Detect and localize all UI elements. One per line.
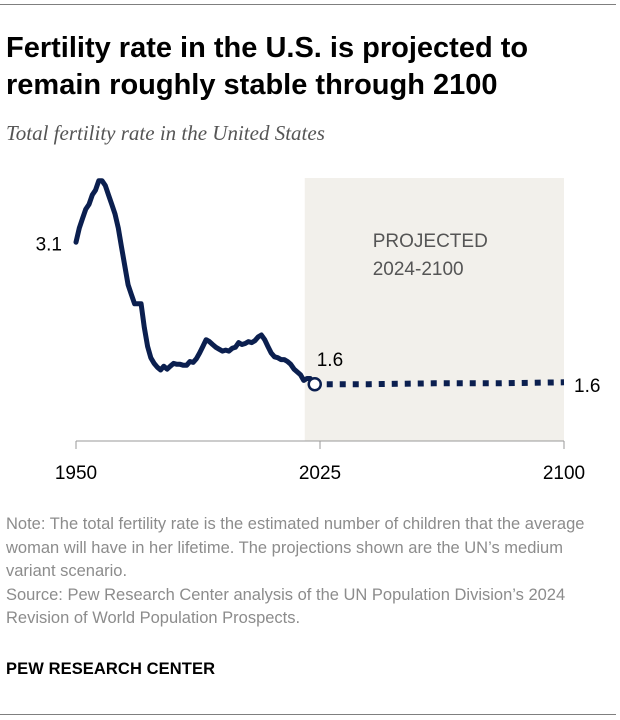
chart-subtitle: Total fertility rate in the United State… xyxy=(6,121,325,145)
chart-title: Fertility rate in the U.S. is projected … xyxy=(6,32,529,101)
estimated-series-line xyxy=(73,178,316,387)
projected-series-line xyxy=(326,379,565,388)
x-tick-label: 2025 xyxy=(299,463,341,484)
chart-notes: Note: The total fertility rate is the es… xyxy=(6,513,614,631)
fertility-line-chart: PROJECTED 2024-2100 1950 2025 2100 3.1 1.6 1… xyxy=(36,178,600,484)
note-text: Note: The total fertility rate is the es… xyxy=(6,515,585,580)
projected-region-years: 2024-2100 xyxy=(373,259,464,280)
bottom-rule xyxy=(0,714,616,715)
current-value-marker xyxy=(307,376,322,392)
data-label: 1.6 xyxy=(317,350,343,371)
top-rule xyxy=(0,4,616,5)
x-tick-label: 1950 xyxy=(55,463,97,484)
pew-branding: PEW RESEARCH CENTER xyxy=(6,660,216,678)
projected-region-band xyxy=(304,178,564,441)
projected-region-label: PROJECTED xyxy=(373,231,488,252)
x-tick-label: 2100 xyxy=(543,463,585,484)
data-label: 3.1 xyxy=(36,234,62,255)
data-label: 1.6 xyxy=(574,376,600,397)
source-text: Source: Pew Research Center analysis of … xyxy=(6,585,566,628)
